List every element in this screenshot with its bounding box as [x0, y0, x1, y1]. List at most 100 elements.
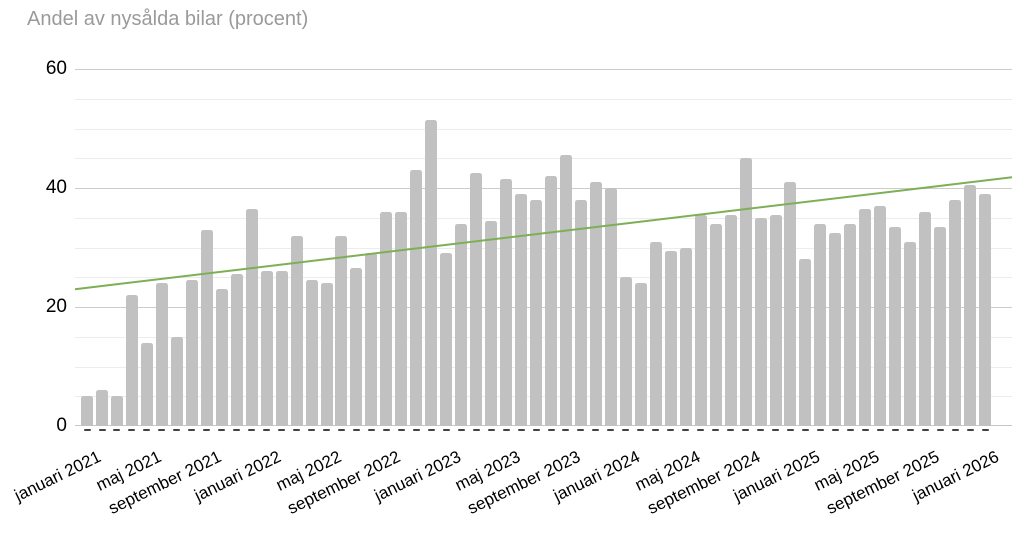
- category-tick-mark: [113, 429, 121, 431]
- bar[interactable]: [949, 199, 962, 426]
- bar[interactable]: [395, 211, 408, 426]
- category-tick-mark: [592, 429, 600, 431]
- bar[interactable]: [320, 283, 333, 426]
- bar[interactable]: [515, 193, 527, 426]
- bar[interactable]: [350, 268, 363, 426]
- bar[interactable]: [530, 199, 542, 426]
- bar[interactable]: [81, 396, 93, 427]
- bar[interactable]: [245, 208, 258, 426]
- trendline: [74, 176, 1013, 291]
- category-tick-mark: [158, 429, 166, 431]
- bar[interactable]: [679, 247, 692, 426]
- bar[interactable]: [455, 223, 468, 426]
- x-axis-label: januari 2025: [730, 447, 823, 506]
- bar[interactable]: [275, 271, 288, 426]
- bar[interactable]: [305, 280, 318, 426]
- bar[interactable]: [260, 271, 273, 426]
- bar[interactable]: [859, 208, 872, 426]
- x-axis-label: januari 2024: [550, 447, 644, 506]
- category-tick-mark: [801, 429, 809, 431]
- bar[interactable]: [874, 205, 887, 426]
- bar[interactable]: [799, 259, 812, 426]
- category-tick-mark: [143, 429, 151, 431]
- category-tick-mark: [83, 429, 91, 431]
- minor-gridline-5: [75, 396, 1012, 397]
- bar[interactable]: [844, 223, 857, 426]
- category-tick-mark: [442, 429, 450, 431]
- category-tick-mark: [218, 429, 226, 431]
- bar[interactable]: [754, 217, 767, 427]
- bar[interactable]: [769, 214, 782, 426]
- bar[interactable]: [140, 342, 153, 426]
- bar[interactable]: [559, 155, 572, 426]
- bar[interactable]: [185, 280, 198, 426]
- bar[interactable]: [215, 289, 228, 426]
- bar[interactable]: [500, 179, 513, 426]
- bar[interactable]: [425, 119, 438, 426]
- bar[interactable]: [619, 277, 632, 427]
- bar[interactable]: [410, 170, 423, 426]
- bar[interactable]: [634, 283, 647, 426]
- category-tick-mark: [233, 429, 241, 431]
- bar[interactable]: [574, 199, 587, 426]
- y-axis-labels: 0 20 40 60: [0, 0, 67, 456]
- bar[interactable]: [664, 250, 677, 426]
- category-tick-mark: [427, 429, 435, 431]
- bar[interactable]: [155, 283, 168, 426]
- bar[interactable]: [889, 226, 902, 426]
- bar[interactable]: [724, 214, 737, 426]
- bar[interactable]: [964, 185, 976, 426]
- bar[interactable]: [709, 223, 722, 426]
- bar[interactable]: [290, 235, 303, 426]
- bar[interactable]: [200, 229, 213, 426]
- x-axis-label: september 2024: [644, 447, 763, 518]
- bar[interactable]: [485, 220, 498, 426]
- bar[interactable]: [125, 295, 138, 426]
- category-tick-mark: [367, 429, 375, 431]
- bar[interactable]: [739, 158, 752, 427]
- category-tick-mark: [472, 429, 480, 431]
- bar[interactable]: [979, 193, 991, 426]
- category-tick-mark: [547, 429, 555, 431]
- bar[interactable]: [649, 241, 662, 426]
- category-tick-mark: [532, 429, 540, 431]
- bar[interactable]: [545, 176, 557, 426]
- bar[interactable]: [694, 214, 707, 426]
- y-axis-label-40: 40: [45, 177, 67, 198]
- bar[interactable]: [934, 226, 947, 426]
- minor-gridline-35: [75, 218, 1012, 219]
- bar[interactable]: [470, 173, 483, 426]
- category-tick-mark: [772, 429, 779, 431]
- x-axis-label: maj 2023: [452, 447, 524, 495]
- bar[interactable]: [589, 182, 602, 426]
- bar[interactable]: [96, 390, 108, 426]
- minor-gridline-50: [75, 129, 1012, 130]
- category-tick-mark: [697, 429, 705, 431]
- bar[interactable]: [335, 235, 348, 426]
- category-tick-mark: [248, 429, 256, 431]
- category-tick-mark: [323, 429, 330, 431]
- x-axis-baseline: [75, 425, 1012, 426]
- category-tick-mark: [981, 429, 989, 431]
- bar[interactable]: [170, 336, 183, 427]
- category-tick-mark: [921, 429, 929, 431]
- bar[interactable]: [380, 211, 393, 426]
- bar[interactable]: [919, 211, 932, 426]
- bar[interactable]: [230, 274, 243, 426]
- category-tick-mark: [382, 429, 390, 431]
- bar[interactable]: [604, 188, 617, 426]
- bar[interactable]: [110, 396, 123, 427]
- category-tick-mark: [861, 429, 869, 431]
- x-axis-label: september 2023: [464, 447, 584, 518]
- category-tick-mark: [966, 429, 974, 431]
- bar[interactable]: [814, 223, 827, 426]
- category-tick-mark: [876, 429, 884, 431]
- bar[interactable]: [784, 182, 797, 426]
- bar[interactable]: [440, 253, 453, 426]
- x-axis-label: september 2021: [105, 447, 225, 518]
- x-axis-label: maj 2024: [631, 447, 704, 495]
- bar[interactable]: [904, 241, 917, 426]
- bar[interactable]: [829, 232, 842, 426]
- bar[interactable]: [365, 253, 378, 426]
- category-tick-mark: [562, 429, 570, 431]
